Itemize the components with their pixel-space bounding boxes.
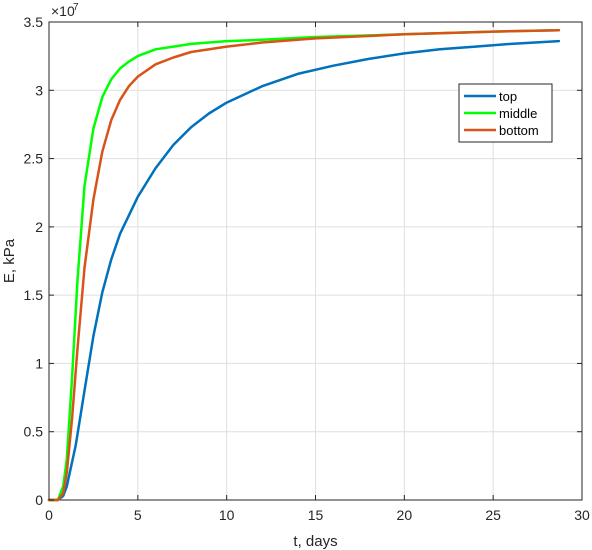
y-tick-label: 1 [35, 355, 43, 371]
legend-label-bottom: bottom [499, 123, 539, 138]
x-tick-label: 25 [485, 507, 501, 523]
series-line-middle [47, 28, 561, 502]
tick-labels: 0 5 10 15 20 25 30 0 0.5 1 1.5 2 2.5 3 3.5 [24, 14, 590, 523]
y-tick-label: 2 [35, 219, 43, 235]
series-line-top [47, 39, 561, 502]
axis-ticks [48, 21, 583, 501]
y-tick-label: 0.5 [24, 424, 44, 440]
x-tick-label: 10 [219, 507, 235, 523]
x-tick-label: 20 [397, 507, 413, 523]
y-axis-label: E, kPa [1, 238, 18, 283]
exponent-power: 7 [73, 2, 79, 13]
series-group [47, 28, 561, 502]
y-tick-label: 3.5 [24, 14, 44, 30]
x-tick-label: 0 [45, 507, 53, 523]
y-tick-label: 0 [35, 492, 43, 508]
x-axis-label: t, days [293, 533, 337, 550]
y-tick-label: 1.5 [24, 287, 44, 303]
legend-label-top: top [499, 89, 517, 104]
x-tick-label: 5 [134, 507, 142, 523]
x-tick-label: 15 [308, 507, 324, 523]
legend-label-middle: middle [499, 106, 537, 121]
x-tick-label: 30 [574, 507, 590, 523]
y-tick-label: 2.5 [24, 151, 44, 167]
exponent-base: ×10 [51, 3, 75, 19]
y-exponent-label: ×10 7 [51, 2, 79, 19]
legend: top middle bottom [458, 83, 553, 143]
series-line-bottom [47, 28, 561, 502]
y-tick-label: 3 [35, 82, 43, 98]
